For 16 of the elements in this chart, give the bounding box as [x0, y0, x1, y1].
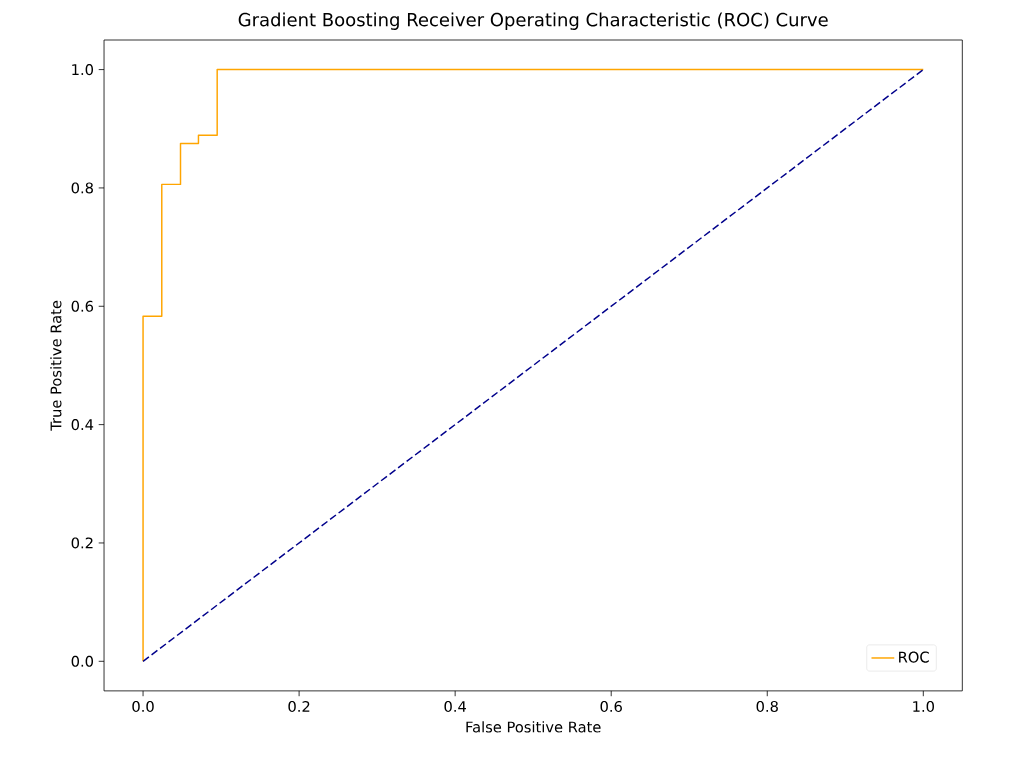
legend-label: ROC [899, 651, 929, 663]
y-tick-label: 1.0 [72, 64, 94, 76]
y-tick-label: 0.0 [71, 655, 94, 668]
y-tick-label: 0.8 [71, 182, 93, 194]
y-axis-title: True Positive Rate [50, 301, 62, 432]
x-tick-label: 0.0 [132, 701, 154, 713]
x-axis-title: False Positive Rate [466, 721, 601, 733]
x-tick-label: 1.0 [913, 701, 934, 713]
chart-title: Gradient Boosting Receiver Operating Characteristic (ROC) Curve [238, 12, 828, 31]
x-tick-label: 0.8 [756, 701, 778, 713]
x-tick-label: 0.4 [444, 701, 466, 713]
y-tick-label: 0.4 [71, 419, 94, 431]
x-tick-label: 0.2 [288, 701, 310, 713]
y-tick-label: 0.6 [71, 300, 94, 313]
y-tick-label: 0.2 [71, 537, 93, 549]
x-tick-label: 0.6 [600, 701, 622, 713]
